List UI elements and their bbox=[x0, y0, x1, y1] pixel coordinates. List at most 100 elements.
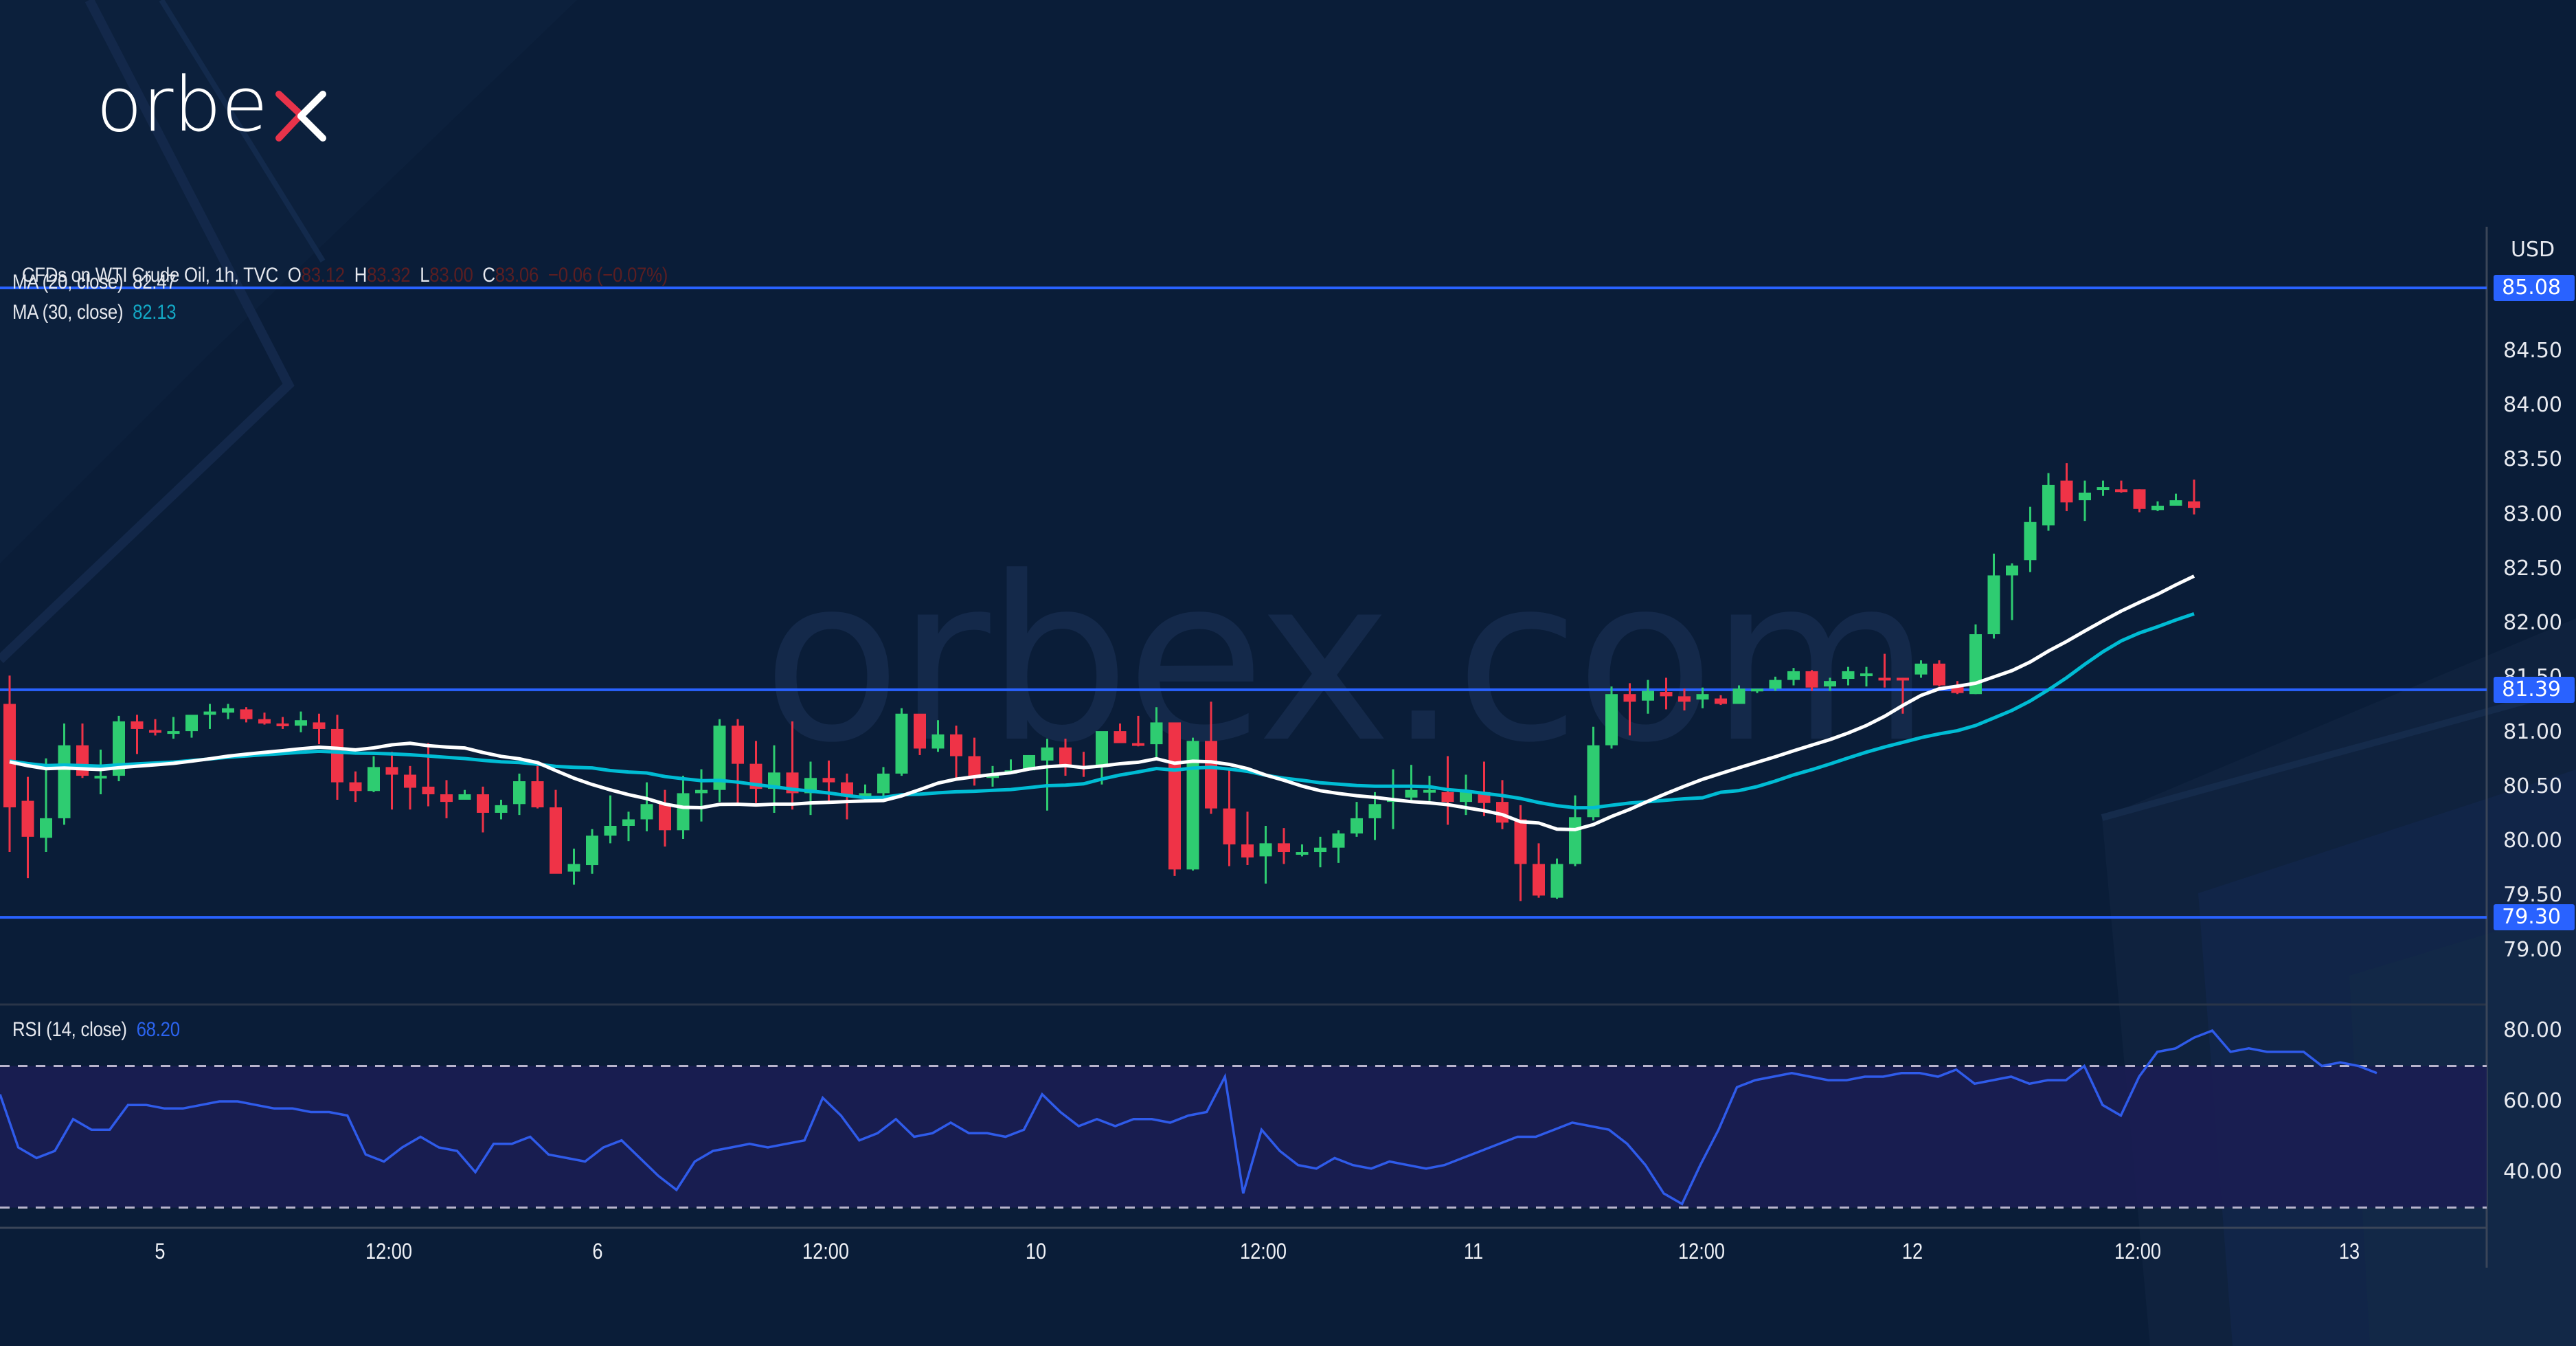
ma20-label: MA (20, close) bbox=[12, 271, 124, 293]
candle-body bbox=[131, 721, 144, 729]
currency-label: USD bbox=[2511, 238, 2555, 262]
rsi-legend: RSI (14, close) 68.20 bbox=[12, 1018, 180, 1042]
candle-body bbox=[1769, 680, 1782, 689]
time-tick: 12:00 bbox=[802, 1239, 850, 1264]
price-tick: 84.00 bbox=[2503, 393, 2562, 418]
bg-chevron-line-1 bbox=[0, 0, 295, 664]
ma20-value: 82.47 bbox=[133, 271, 177, 293]
candle-body bbox=[950, 734, 962, 756]
candle-body bbox=[1441, 792, 1454, 803]
candle-body bbox=[295, 720, 307, 726]
candle-body bbox=[276, 724, 289, 726]
rsi-value: 68.20 bbox=[136, 1018, 181, 1041]
candle-body bbox=[1842, 671, 1855, 680]
candle-body bbox=[859, 793, 872, 797]
candle-body bbox=[2079, 492, 2091, 501]
candle-body bbox=[659, 804, 671, 831]
candle-body bbox=[203, 711, 216, 715]
candle-body bbox=[1550, 864, 1563, 898]
bg-chevron-line-2 bbox=[159, 0, 326, 263]
candle-body bbox=[331, 728, 343, 783]
ma20-legend: MA (20, close) 82.47 bbox=[12, 271, 177, 294]
price-tick: 84.50 bbox=[2503, 338, 2562, 363]
candle-body bbox=[495, 805, 508, 813]
candle-body bbox=[877, 773, 890, 794]
candle-body bbox=[1259, 843, 1272, 857]
candle-body bbox=[586, 835, 598, 866]
candle-body bbox=[1114, 731, 1127, 743]
candle-body bbox=[185, 715, 198, 732]
price-tick: 83.50 bbox=[2503, 447, 2562, 472]
candle-body bbox=[1878, 677, 1891, 681]
symbol-legend: CFDs on WTI Crude Oil, 1h, TVC O83.12 H8… bbox=[12, 240, 668, 287]
open-value: 83.12 bbox=[301, 264, 346, 287]
candle-body bbox=[94, 776, 107, 779]
candle-body bbox=[1023, 754, 1035, 771]
candle-body bbox=[113, 721, 125, 776]
logo-text: orbe bbox=[96, 65, 268, 148]
bg-right-line-1 bbox=[2101, 684, 2576, 821]
price-tick: 83.00 bbox=[2503, 502, 2562, 526]
candle-body bbox=[404, 774, 416, 788]
price-tick: 80.00 bbox=[2503, 829, 2562, 853]
candle-body bbox=[1332, 833, 1345, 848]
candle-body bbox=[604, 825, 617, 836]
bg-shape-left bbox=[0, 0, 577, 563]
candle-body bbox=[1241, 844, 1254, 857]
candle-body bbox=[1132, 743, 1144, 746]
candle-body bbox=[695, 789, 708, 794]
logo-x-white-lower bbox=[297, 113, 326, 142]
candle-body bbox=[1860, 673, 1873, 677]
candle-body bbox=[21, 800, 34, 837]
time-tick: 10 bbox=[1025, 1239, 1047, 1264]
ma20-line bbox=[9, 574, 2195, 831]
candle-body bbox=[222, 708, 234, 713]
watermark-text: orbex.com bbox=[762, 528, 1927, 792]
candle-body bbox=[895, 713, 908, 774]
candle-body bbox=[1897, 677, 1909, 681]
orbex-logo: orbe bbox=[96, 65, 326, 148]
candle-body bbox=[58, 745, 71, 818]
candle-body bbox=[732, 726, 744, 764]
candle-body bbox=[149, 730, 161, 733]
candle-body bbox=[1168, 722, 1181, 870]
candle-body bbox=[1186, 741, 1199, 870]
candle-body bbox=[1351, 818, 1363, 834]
candle-body bbox=[1678, 696, 1691, 702]
price-level-label: 79.30 bbox=[2494, 904, 2575, 931]
candle-body bbox=[1514, 819, 1527, 864]
candle-body bbox=[1296, 852, 1309, 855]
candle-body bbox=[1096, 731, 1108, 767]
candle-body bbox=[240, 709, 253, 719]
candle-body bbox=[841, 782, 853, 797]
candle-body bbox=[440, 794, 453, 803]
candle-body bbox=[76, 745, 89, 776]
ma30-label: MA (30, close) bbox=[12, 301, 124, 324]
candle-body bbox=[1041, 747, 1054, 761]
candle-body bbox=[713, 726, 726, 790]
candle-body bbox=[1951, 685, 1964, 693]
candle-body bbox=[550, 807, 562, 874]
time-tick: 6 bbox=[592, 1239, 603, 1264]
candle-body bbox=[1223, 808, 1236, 844]
price-tick: 80.50 bbox=[2503, 774, 2562, 798]
candle-body bbox=[2115, 489, 2127, 493]
candle-body bbox=[1696, 694, 1709, 700]
price-tick: 82.50 bbox=[2503, 556, 2562, 581]
candle-body bbox=[1805, 671, 1818, 688]
candle-body bbox=[1605, 694, 1618, 745]
candle-body bbox=[1623, 694, 1636, 702]
rsi-tick: 40.00 bbox=[2503, 1160, 2562, 1184]
ma30-line bbox=[9, 612, 2195, 810]
candle-body bbox=[2188, 501, 2200, 508]
symbol-name: CFDs on WTI Crude Oil, 1h, TVC bbox=[21, 264, 278, 287]
rsi-tick: 60.00 bbox=[2503, 1089, 2562, 1113]
candle-body bbox=[40, 818, 52, 838]
logo-x-white-upper bbox=[297, 91, 326, 120]
price-level-label: 85.08 bbox=[2494, 275, 2575, 301]
close-value: 83.06 bbox=[495, 264, 539, 287]
candle-body bbox=[1569, 817, 1581, 864]
candle-body bbox=[622, 819, 635, 826]
candle-body bbox=[422, 786, 435, 795]
